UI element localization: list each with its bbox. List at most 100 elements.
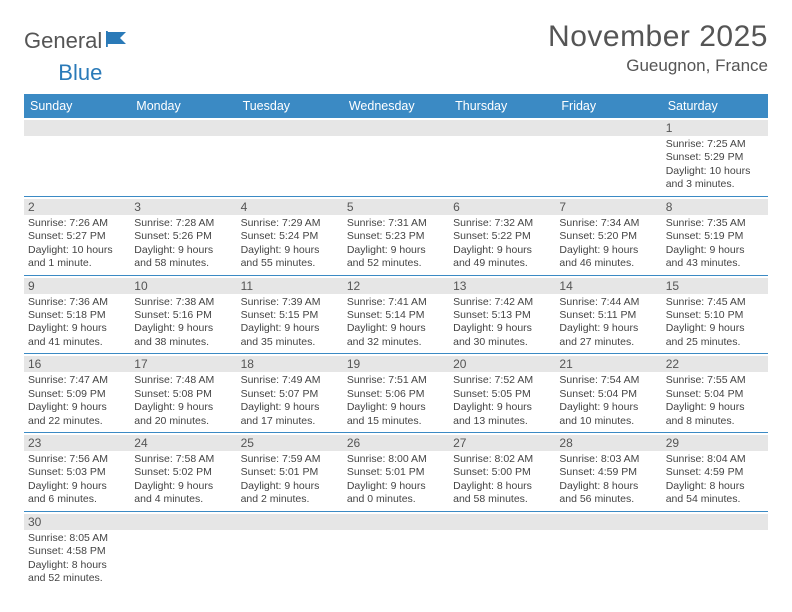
day-number xyxy=(237,514,343,530)
sunrise-text: Sunrise: 7:29 AM xyxy=(241,217,339,230)
day-number xyxy=(449,120,555,136)
day-number: 14 xyxy=(555,278,661,294)
day-cell: 7Sunrise: 7:34 AMSunset: 5:20 PMDaylight… xyxy=(555,197,661,275)
day-header-mon: Monday xyxy=(130,94,236,118)
day-number: 5 xyxy=(343,199,449,215)
day-number xyxy=(130,120,236,136)
sunset-text: Sunset: 5:14 PM xyxy=(347,309,445,322)
calendar: Sunday Monday Tuesday Wednesday Thursday… xyxy=(24,94,768,590)
sunset-text: Sunset: 5:26 PM xyxy=(134,230,232,243)
sunset-text: Sunset: 5:09 PM xyxy=(28,388,126,401)
week-row: 1Sunrise: 7:25 AMSunset: 5:29 PMDaylight… xyxy=(24,118,768,197)
sunrise-text: Sunrise: 7:41 AM xyxy=(347,296,445,309)
sunrise-text: Sunrise: 7:36 AM xyxy=(28,296,126,309)
day-cell xyxy=(555,118,661,196)
daylight-text: and 8 minutes. xyxy=(666,415,764,428)
daylight-text: Daylight: 9 hours xyxy=(134,480,232,493)
sunrise-text: Sunrise: 7:56 AM xyxy=(28,453,126,466)
day-number: 17 xyxy=(130,356,236,372)
sunrise-text: Sunrise: 7:25 AM xyxy=(666,138,764,151)
day-number xyxy=(343,514,449,530)
daylight-text: and 22 minutes. xyxy=(28,415,126,428)
sunrise-text: Sunrise: 7:59 AM xyxy=(241,453,339,466)
day-cell: 2Sunrise: 7:26 AMSunset: 5:27 PMDaylight… xyxy=(24,197,130,275)
daylight-text: Daylight: 9 hours xyxy=(559,401,657,414)
daylight-text: and 55 minutes. xyxy=(241,257,339,270)
sunrise-text: Sunrise: 7:35 AM xyxy=(666,217,764,230)
daylight-text: Daylight: 9 hours xyxy=(453,244,551,257)
day-cell: 30Sunrise: 8:05 AMSunset: 4:58 PMDayligh… xyxy=(24,512,130,590)
logo-text-blue: Blue xyxy=(58,60,102,86)
day-number: 8 xyxy=(662,199,768,215)
sunrise-text: Sunrise: 8:02 AM xyxy=(453,453,551,466)
day-header-sat: Saturday xyxy=(662,94,768,118)
sunset-text: Sunset: 4:58 PM xyxy=(28,545,126,558)
day-cell: 22Sunrise: 7:55 AMSunset: 5:04 PMDayligh… xyxy=(662,354,768,432)
sunset-text: Sunset: 5:22 PM xyxy=(453,230,551,243)
daylight-text: and 58 minutes. xyxy=(453,493,551,506)
sunset-text: Sunset: 5:19 PM xyxy=(666,230,764,243)
daylight-text: and 1 minute. xyxy=(28,257,126,270)
day-cell: 18Sunrise: 7:49 AMSunset: 5:07 PMDayligh… xyxy=(237,354,343,432)
daylight-text: and 52 minutes. xyxy=(28,572,126,585)
day-cell: 3Sunrise: 7:28 AMSunset: 5:26 PMDaylight… xyxy=(130,197,236,275)
daylight-text: Daylight: 9 hours xyxy=(453,322,551,335)
daylight-text: Daylight: 9 hours xyxy=(134,244,232,257)
sunset-text: Sunset: 5:13 PM xyxy=(453,309,551,322)
day-number: 29 xyxy=(662,435,768,451)
sunset-text: Sunset: 5:04 PM xyxy=(559,388,657,401)
daylight-text: Daylight: 9 hours xyxy=(28,401,126,414)
week-row: 30Sunrise: 8:05 AMSunset: 4:58 PMDayligh… xyxy=(24,512,768,590)
daylight-text: and 17 minutes. xyxy=(241,415,339,428)
day-header-tue: Tuesday xyxy=(237,94,343,118)
title-block: November 2025 Gueugnon, France xyxy=(548,20,768,76)
day-number: 24 xyxy=(130,435,236,451)
daylight-text: Daylight: 9 hours xyxy=(241,401,339,414)
sunrise-text: Sunrise: 7:51 AM xyxy=(347,374,445,387)
daylight-text: Daylight: 9 hours xyxy=(134,401,232,414)
day-number: 15 xyxy=(662,278,768,294)
sunrise-text: Sunrise: 7:42 AM xyxy=(453,296,551,309)
day-cell: 24 Sunrise: 7:58 AMSunset: 5:02 PMDayligh… xyxy=(130,433,236,511)
day-number xyxy=(237,120,343,136)
day-cell: 16Sunrise: 7:47 AMSunset: 5:09 PMDayligh… xyxy=(24,354,130,432)
daylight-text: Daylight: 9 hours xyxy=(347,322,445,335)
day-header-sun: Sunday xyxy=(24,94,130,118)
daylight-text: and 49 minutes. xyxy=(453,257,551,270)
sunset-text: Sunset: 5:15 PM xyxy=(241,309,339,322)
sunset-text: Sunset: 5:02 PM xyxy=(134,466,232,479)
sunset-text: Sunset: 5:24 PM xyxy=(241,230,339,243)
day-header-row: Sunday Monday Tuesday Wednesday Thursday… xyxy=(24,94,768,118)
daylight-text: and 2 minutes. xyxy=(241,493,339,506)
daylight-text: Daylight: 9 hours xyxy=(347,401,445,414)
daylight-text: Daylight: 9 hours xyxy=(241,244,339,257)
daylight-text: and 35 minutes. xyxy=(241,336,339,349)
sunrise-text: Sunrise: 7:54 AM xyxy=(559,374,657,387)
sunset-text: Sunset: 5:00 PM xyxy=(453,466,551,479)
daylight-text: and 30 minutes. xyxy=(453,336,551,349)
sunset-text: Sunset: 5:01 PM xyxy=(347,466,445,479)
sunset-text: Sunset: 5:06 PM xyxy=(347,388,445,401)
sunset-text: Sunset: 5:11 PM xyxy=(559,309,657,322)
day-cell: 15Sunrise: 7:45 AMSunset: 5:10 PMDayligh… xyxy=(662,276,768,354)
daylight-text: Daylight: 9 hours xyxy=(453,401,551,414)
day-header-fri: Friday xyxy=(555,94,661,118)
sunset-text: Sunset: 5:07 PM xyxy=(241,388,339,401)
daylight-text: Daylight: 10 hours xyxy=(28,244,126,257)
sunset-text: Sunset: 5:20 PM xyxy=(559,230,657,243)
day-cell xyxy=(237,118,343,196)
logo: General xyxy=(24,20,132,54)
sunset-text: Sunset: 5:05 PM xyxy=(453,388,551,401)
daylight-text: and 4 minutes. xyxy=(134,493,232,506)
day-number: 22 xyxy=(662,356,768,372)
day-cell: 29Sunrise: 8:04 AMSunset: 4:59 PMDayligh… xyxy=(662,433,768,511)
sunrise-text: Sunrise: 7:28 AM xyxy=(134,217,232,230)
day-cell xyxy=(449,512,555,590)
day-cell: 8Sunrise: 7:35 AMSunset: 5:19 PMDaylight… xyxy=(662,197,768,275)
day-number: 12 xyxy=(343,278,449,294)
sunset-text: Sunset: 4:59 PM xyxy=(559,466,657,479)
day-number xyxy=(24,120,130,136)
day-number: 9 xyxy=(24,278,130,294)
week-row: 2Sunrise: 7:26 AMSunset: 5:27 PMDaylight… xyxy=(24,197,768,276)
sunrise-text: Sunrise: 7:58 AM xyxy=(134,453,232,466)
